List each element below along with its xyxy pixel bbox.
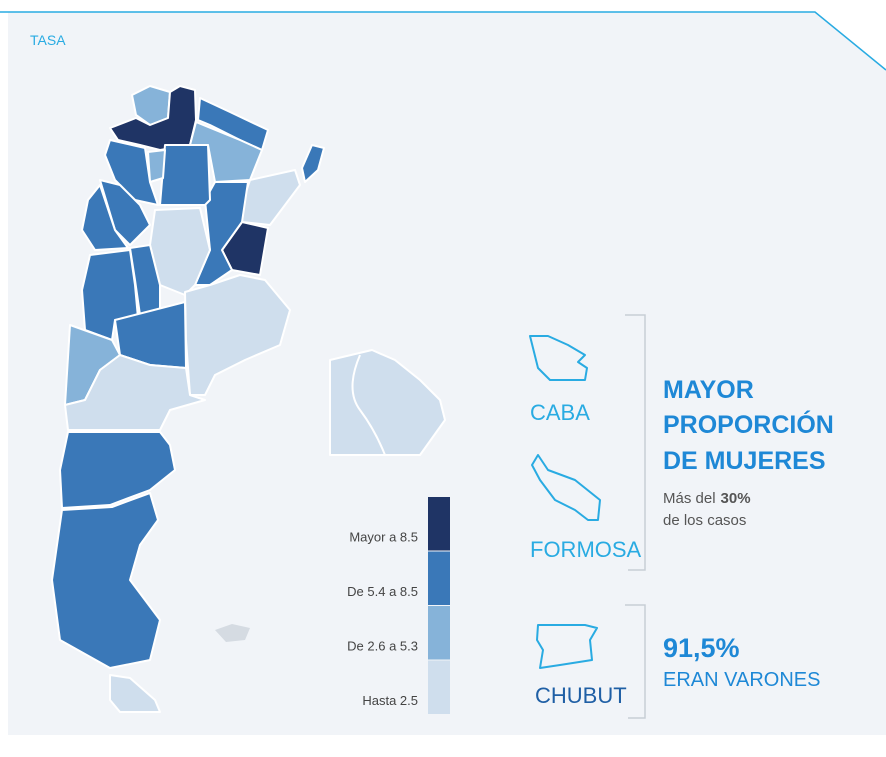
province <box>109 674 161 713</box>
province <box>109 85 197 151</box>
inset-border <box>351 354 386 456</box>
caba-inset <box>329 349 446 456</box>
legend-label: De 5.4 a 8.5 <box>347 584 418 599</box>
caba-icon <box>529 335 588 381</box>
legend-swatch <box>428 660 450 714</box>
legend: Mayor a 8.5 De 5.4 a 8.5 De 2.6 a 5.3 Hasta… <box>347 497 450 714</box>
chubut-icon <box>536 624 598 669</box>
bracket <box>625 604 646 719</box>
province <box>159 144 211 206</box>
headline: MAYOR <box>663 376 754 404</box>
map <box>51 85 446 713</box>
headline: DE MUJERES <box>663 447 826 475</box>
province <box>104 139 159 206</box>
formosa-icon <box>531 454 601 521</box>
top-rule <box>0 11 886 71</box>
bracket <box>625 314 646 571</box>
legend-swatch <box>428 551 450 605</box>
province <box>194 181 249 286</box>
note: Más del 30% <box>663 490 751 507</box>
headline: PROPORCIÓN <box>663 409 834 439</box>
figure: 91,5% <box>663 633 740 663</box>
province <box>301 144 325 183</box>
place-label: CABA <box>530 400 590 425</box>
province <box>59 431 176 509</box>
legend-label: De 2.6 a 5.3 <box>347 639 418 654</box>
note: de los casos <box>663 512 746 529</box>
note-figure: 30% <box>721 490 751 507</box>
place-label: CHUBUT <box>535 683 627 708</box>
legend-label: Mayor a 8.5 <box>349 530 418 545</box>
legend-swatch <box>428 497 450 551</box>
note-text: Más del <box>663 490 716 507</box>
place-label: FORMOSA <box>530 537 642 562</box>
province <box>81 184 129 251</box>
province <box>64 354 206 431</box>
province <box>51 492 161 669</box>
islands <box>215 624 250 642</box>
figure-text: ERAN VARONES <box>663 669 820 691</box>
map-title: TASA <box>30 32 66 48</box>
legend-swatch <box>428 606 450 660</box>
legend-label: Hasta 2.5 <box>362 693 418 708</box>
province <box>147 149 166 183</box>
